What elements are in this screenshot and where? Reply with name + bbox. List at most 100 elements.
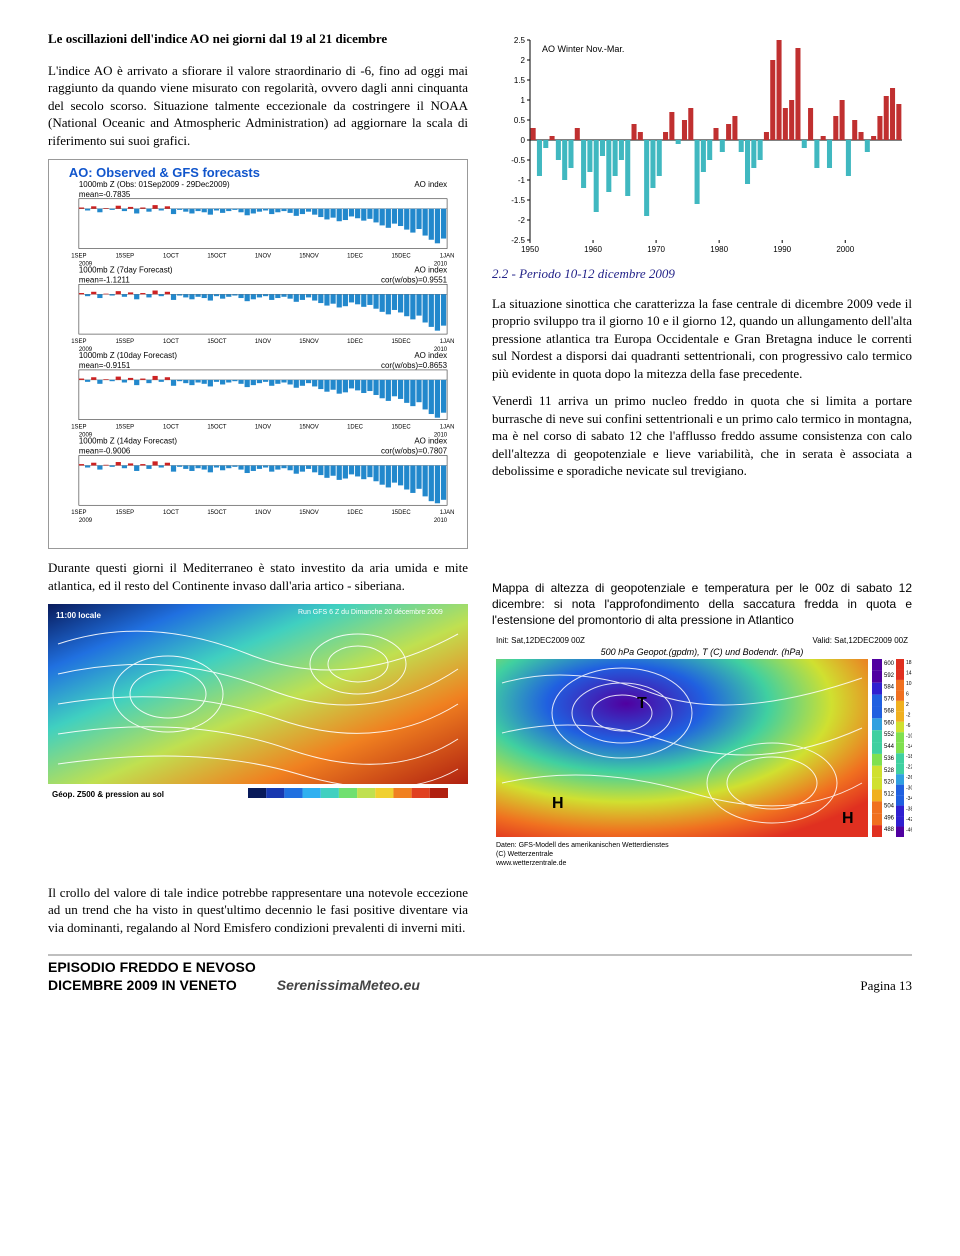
- svg-text:-14: -14: [906, 743, 912, 749]
- svg-text:cor(w/obs)=0.7807: cor(w/obs)=0.7807: [381, 447, 448, 456]
- svg-text:1000mb Z (7day Forecast): 1000mb Z (7day Forecast): [79, 266, 173, 275]
- geo-h-label2: H: [842, 810, 854, 827]
- section-title: 2.2 - Periodo 10-12 dicembre 2009: [492, 265, 912, 283]
- synoptic-run: Run GFS 6 Z du Dimanche 20 décembre 2009: [298, 609, 443, 616]
- svg-text:-42: -42: [906, 817, 912, 823]
- geo-h-label: H: [552, 795, 564, 812]
- geo-caption: Mappa di altezza di geopotenziale e temp…: [492, 580, 912, 629]
- svg-text:504: 504: [884, 803, 895, 809]
- svg-text:cor(w/obs)=0.9551: cor(w/obs)=0.9551: [381, 276, 448, 285]
- svg-text:592: 592: [884, 672, 895, 678]
- svg-text:15OCT: 15OCT: [207, 339, 227, 345]
- svg-text:15NOV: 15NOV: [299, 339, 319, 345]
- svg-text:-1: -1: [518, 176, 526, 185]
- svg-text:1SEP: 1SEP: [71, 254, 86, 260]
- geo-header-left: Init: Sat,12DEC2009 00Z: [496, 636, 585, 645]
- svg-text:mean=-0.9151: mean=-0.9151: [79, 361, 131, 370]
- svg-text:10: 10: [906, 681, 912, 687]
- svg-text:AO index: AO index: [414, 180, 447, 189]
- svg-text:2010: 2010: [434, 518, 448, 524]
- svg-text:18: 18: [906, 660, 912, 666]
- svg-text:1NOV: 1NOV: [255, 425, 271, 431]
- left-heading: Le oscillazioni dell'indice AO nei giorn…: [48, 30, 468, 48]
- footer-mid: SerenissimaMeteo.eu: [277, 977, 420, 995]
- geo-footer3: www.wetterzentrale.de: [495, 860, 567, 867]
- left-p1: L'indice AO è arrivato a sfiorare il val…: [48, 62, 468, 150]
- svg-text:15SEP: 15SEP: [116, 339, 135, 345]
- geo-map: Init: Sat,12DEC2009 00Z Valid: Sat,12DEC…: [492, 633, 912, 868]
- svg-text:15NOV: 15NOV: [299, 425, 319, 431]
- left-p3: Il crollo del valore di tale indice potr…: [48, 884, 468, 937]
- svg-text:528: 528: [884, 767, 895, 773]
- svg-text:mean=-1.1211: mean=-1.1211: [79, 276, 130, 285]
- svg-text:520: 520: [884, 779, 895, 785]
- synoptic-map-svg: 11:00 locale Run GFS 6 Z du Dimanche 20 …: [48, 604, 468, 804]
- svg-text:1OCT: 1OCT: [163, 339, 179, 345]
- svg-text:1DEC: 1DEC: [347, 339, 364, 345]
- left-p2: Durante questi giorni il Mediterraneo è …: [48, 559, 468, 594]
- winter-chart: -2.5-2-1.5-1-0.500.511.522.5195019601970…: [492, 30, 912, 255]
- svg-text:cor(w/obs)=0.8653: cor(w/obs)=0.8653: [381, 361, 448, 370]
- svg-text:600: 600: [884, 661, 895, 667]
- svg-text:1OCT: 1OCT: [163, 254, 179, 260]
- footer-line2: DICEMBRE 2009 IN VENETO: [48, 977, 237, 995]
- svg-text:2: 2: [521, 56, 526, 65]
- svg-text:15NOV: 15NOV: [299, 511, 319, 517]
- svg-text:1000mb Z (Obs: 01Sep2009 - 29D: 1000mb Z (Obs: 01Sep2009 - 29Dec2009): [79, 180, 230, 189]
- svg-text:1SEP: 1SEP: [71, 339, 86, 345]
- svg-text:552: 552: [884, 732, 895, 738]
- forecast-chart-svg: AO: Observed & GFS forecasts 1000mb Z (O…: [49, 160, 467, 548]
- svg-text:2: 2: [906, 701, 909, 707]
- svg-text:AO index: AO index: [414, 437, 447, 446]
- svg-text:1JAN: 1JAN: [440, 339, 455, 345]
- svg-text:1970: 1970: [647, 245, 665, 254]
- svg-text:2009: 2009: [79, 518, 93, 524]
- winter-chart-title: AO Winter Nov.-Mar.: [542, 44, 624, 54]
- svg-text:15DEC: 15DEC: [391, 339, 411, 345]
- svg-text:1950: 1950: [521, 245, 539, 254]
- svg-text:1NOV: 1NOV: [255, 511, 271, 517]
- footer-right: Pagina 13: [860, 977, 912, 995]
- svg-text:15DEC: 15DEC: [391, 254, 411, 260]
- synoptic-time: 11:00 locale: [56, 611, 101, 620]
- svg-text:1JAN: 1JAN: [440, 254, 455, 260]
- svg-text:568: 568: [884, 708, 895, 714]
- svg-text:1.5: 1.5: [514, 76, 526, 85]
- svg-text:1JAN: 1JAN: [440, 425, 455, 431]
- svg-text:15SEP: 15SEP: [116, 425, 135, 431]
- svg-text:1NOV: 1NOV: [255, 254, 271, 260]
- page-footer: EPISODIO FREDDO E NEVOSO DICEMBRE 2009 I…: [48, 954, 912, 994]
- svg-text:15DEC: 15DEC: [391, 425, 411, 431]
- synoptic-map: 11:00 locale Run GFS 6 Z du Dimanche 20 …: [48, 604, 468, 804]
- svg-text:576: 576: [884, 696, 895, 702]
- svg-text:1SEP: 1SEP: [71, 425, 86, 431]
- svg-text:512: 512: [884, 791, 895, 797]
- svg-text:1OCT: 1OCT: [163, 425, 179, 431]
- svg-text:-1.5: -1.5: [511, 196, 525, 205]
- svg-text:1000mb Z (10day Forecast): 1000mb Z (10day Forecast): [79, 351, 177, 360]
- svg-text:-22: -22: [906, 764, 912, 770]
- winter-chart-svg: -2.5-2-1.5-1-0.500.511.522.5195019601970…: [492, 30, 912, 255]
- svg-text:-0.5: -0.5: [511, 156, 525, 165]
- svg-text:AO index: AO index: [414, 266, 447, 275]
- svg-text:1000mb Z (14day Forecast): 1000mb Z (14day Forecast): [79, 437, 177, 446]
- svg-text:-2: -2: [906, 712, 911, 718]
- synoptic-footer-left: Géop. Z500 & pression au sol: [52, 790, 164, 799]
- forecast-chart: AO: Observed & GFS forecasts 1000mb Z (O…: [48, 159, 468, 549]
- svg-text:1DEC: 1DEC: [347, 425, 364, 431]
- svg-text:0.5: 0.5: [514, 116, 526, 125]
- svg-text:560: 560: [884, 720, 895, 726]
- svg-text:1DEC: 1DEC: [347, 511, 364, 517]
- geo-header-right: Valid: Sat,12DEC2009 00Z: [813, 636, 909, 645]
- svg-text:-38: -38: [906, 806, 912, 812]
- svg-text:6: 6: [906, 691, 909, 697]
- svg-text:15OCT: 15OCT: [207, 254, 227, 260]
- right-p2: Venerdì 11 arriva un primo nucleo freddo…: [492, 392, 912, 480]
- svg-text:AO index: AO index: [414, 351, 447, 360]
- svg-text:1JAN: 1JAN: [440, 511, 455, 517]
- svg-text:2.5: 2.5: [514, 36, 526, 45]
- forecast-chart-title: AO: Observed & GFS forecasts: [69, 165, 260, 180]
- svg-text:-46: -46: [906, 827, 912, 833]
- svg-text:1NOV: 1NOV: [255, 339, 271, 345]
- svg-text:1960: 1960: [584, 245, 602, 254]
